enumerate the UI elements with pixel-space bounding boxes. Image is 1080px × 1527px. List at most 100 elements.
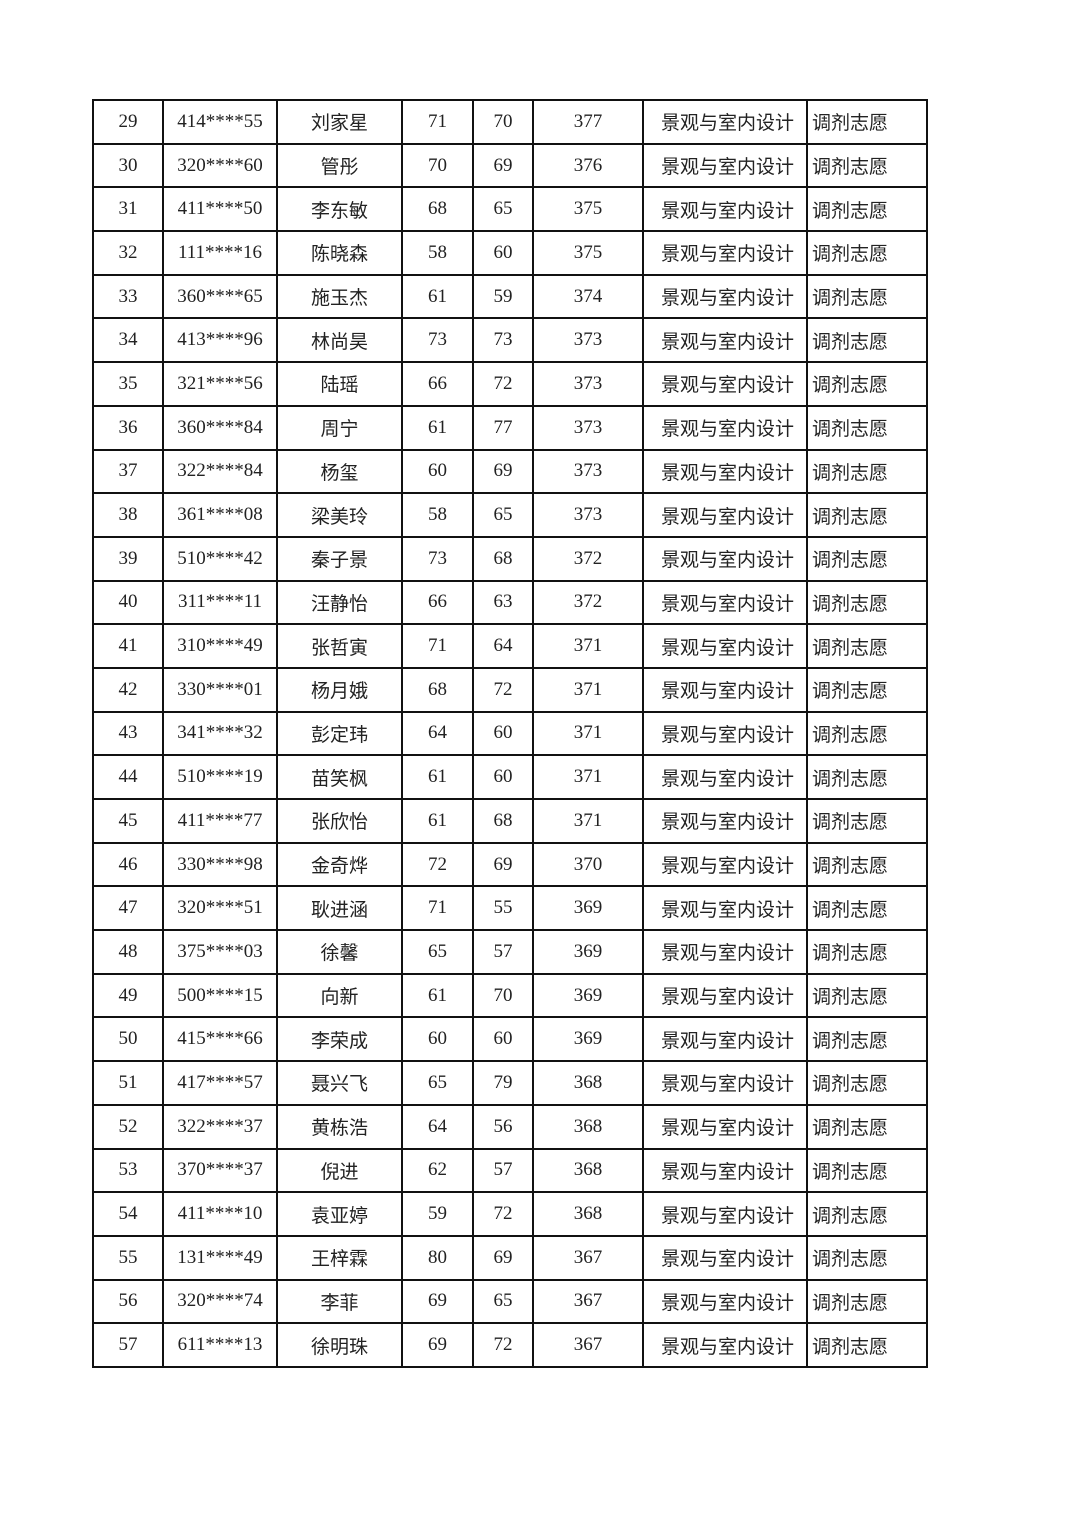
score-2-cell: 60: [472, 710, 534, 757]
volunteer-type-cell: 调剂志愿: [806, 186, 928, 233]
score-2-cell: 56: [472, 1103, 534, 1150]
row-number-cell: 29: [92, 99, 164, 145]
major-cell: 景观与室内设计: [642, 230, 808, 276]
table-row: 49 500****15 向新 61 70 369 景观与室内设计 调剂志愿: [92, 972, 928, 1019]
score-2-cell: 69: [472, 1234, 534, 1281]
major-cell: 景观与室内设计: [642, 1234, 808, 1281]
volunteer-type-cell: 调剂志愿: [806, 885, 928, 932]
candidate-id-cell: 341****32: [162, 710, 278, 757]
candidate-id-cell: 321****56: [162, 361, 278, 407]
row-number-cell: 37: [92, 448, 164, 495]
total-score-cell: 369: [532, 972, 644, 1019]
candidate-id-cell: 411****10: [162, 1191, 278, 1237]
score-1-cell: 64: [401, 710, 474, 757]
candidate-id-cell: 320****51: [162, 885, 278, 932]
table-row: 54 411****10 袁亚婷 59 72 368 景观与室内设计 调剂志愿: [92, 1191, 928, 1237]
total-score-cell: 367: [532, 1278, 644, 1325]
total-score-cell: 368: [532, 1147, 644, 1194]
score-2-cell: 69: [472, 448, 534, 495]
major-cell: 景观与室内设计: [642, 273, 808, 320]
major-cell: 景观与室内设计: [642, 666, 808, 713]
candidate-name-cell: 梁美玲: [276, 492, 403, 538]
volunteer-type-cell: 调剂志愿: [806, 579, 928, 626]
score-1-cell: 60: [401, 1016, 474, 1063]
volunteer-type-cell: 调剂志愿: [806, 99, 928, 145]
row-number-cell: 39: [92, 535, 164, 582]
candidate-id-cell: 417****57: [162, 1060, 278, 1106]
volunteer-type-cell: 调剂志愿: [806, 798, 928, 844]
table-row: 52 322****37 黄栋浩 64 56 368 景观与室内设计 调剂志愿: [92, 1103, 928, 1150]
score-2-cell: 65: [472, 492, 534, 538]
score-1-cell: 61: [401, 404, 474, 451]
major-cell: 景观与室内设计: [642, 448, 808, 495]
score-2-cell: 69: [472, 841, 534, 888]
score-1-cell: 58: [401, 230, 474, 276]
score-2-cell: 60: [472, 754, 534, 800]
volunteer-type-cell: 调剂志愿: [806, 317, 928, 364]
table-row: 38 361****08 梁美玲 58 65 373 景观与室内设计 调剂志愿: [92, 492, 928, 538]
score-1-cell: 71: [401, 623, 474, 669]
table-row: 56 320****74 李菲 69 65 367 景观与室内设计 调剂志愿: [92, 1278, 928, 1325]
score-1-cell: 61: [401, 754, 474, 800]
row-number-cell: 57: [92, 1322, 164, 1368]
volunteer-type-cell: 调剂志愿: [806, 230, 928, 276]
table-row: 34 413****96 林尚昊 73 73 373 景观与室内设计 调剂志愿: [92, 317, 928, 364]
candidate-name-cell: 倪进: [276, 1147, 403, 1194]
candidate-name-cell: 张欣怡: [276, 798, 403, 844]
score-1-cell: 61: [401, 972, 474, 1019]
total-score-cell: 371: [532, 623, 644, 669]
major-cell: 景观与室内设计: [642, 929, 808, 975]
row-number-cell: 36: [92, 404, 164, 451]
candidate-name-cell: 李菲: [276, 1278, 403, 1325]
volunteer-type-cell: 调剂志愿: [806, 666, 928, 713]
major-cell: 景观与室内设计: [642, 99, 808, 145]
candidate-name-cell: 杨玺: [276, 448, 403, 495]
candidate-name-cell: 王梓霖: [276, 1234, 403, 1281]
candidate-id-cell: 411****77: [162, 798, 278, 844]
major-cell: 景观与室内设计: [642, 754, 808, 800]
table-row: 31 411****50 李东敏 68 65 375 景观与室内设计 调剂志愿: [92, 186, 928, 233]
total-score-cell: 375: [532, 230, 644, 276]
row-number-cell: 45: [92, 798, 164, 844]
volunteer-type-cell: 调剂志愿: [806, 404, 928, 451]
table-row: 53 370****37 倪进 62 57 368 景观与室内设计 调剂志愿: [92, 1147, 928, 1194]
major-cell: 景观与室内设计: [642, 1016, 808, 1063]
volunteer-type-cell: 调剂志愿: [806, 841, 928, 888]
candidate-name-cell: 袁亚婷: [276, 1191, 403, 1237]
table-row: 32 111****16 陈晓森 58 60 375 景观与室内设计 调剂志愿: [92, 230, 928, 276]
score-1-cell: 62: [401, 1147, 474, 1194]
score-2-cell: 68: [472, 535, 534, 582]
score-2-cell: 65: [472, 1278, 534, 1325]
major-cell: 景观与室内设计: [642, 1103, 808, 1150]
candidate-name-cell: 周宁: [276, 404, 403, 451]
row-number-cell: 47: [92, 885, 164, 932]
candidate-id-cell: 131****49: [162, 1234, 278, 1281]
volunteer-type-cell: 调剂志愿: [806, 972, 928, 1019]
major-cell: 景观与室内设计: [642, 1278, 808, 1325]
row-number-cell: 56: [92, 1278, 164, 1325]
candidate-id-cell: 411****50: [162, 186, 278, 233]
volunteer-type-cell: 调剂志愿: [806, 710, 928, 757]
table-row: 37 322****84 杨玺 60 69 373 景观与室内设计 调剂志愿: [92, 448, 928, 495]
volunteer-type-cell: 调剂志愿: [806, 1234, 928, 1281]
candidate-name-cell: 汪静怡: [276, 579, 403, 626]
table-row: 40 311****11 汪静怡 66 63 372 景观与室内设计 调剂志愿: [92, 579, 928, 626]
row-number-cell: 34: [92, 317, 164, 364]
row-number-cell: 42: [92, 666, 164, 713]
total-score-cell: 377: [532, 99, 644, 145]
score-2-cell: 59: [472, 273, 534, 320]
total-score-cell: 371: [532, 798, 644, 844]
total-score-cell: 369: [532, 885, 644, 932]
candidate-id-cell: 510****42: [162, 535, 278, 582]
row-number-cell: 55: [92, 1234, 164, 1281]
table-row: 33 360****65 施玉杰 61 59 374 景观与室内设计 调剂志愿: [92, 273, 928, 320]
candidate-id-cell: 311****11: [162, 579, 278, 626]
row-number-cell: 54: [92, 1191, 164, 1237]
table-row: 42 330****01 杨月娥 68 72 371 景观与室内设计 调剂志愿: [92, 666, 928, 713]
candidate-id-cell: 611****13: [162, 1322, 278, 1368]
table-row: 46 330****98 金奇烨 72 69 370 景观与室内设计 调剂志愿: [92, 841, 928, 888]
candidate-id-cell: 320****74: [162, 1278, 278, 1325]
row-number-cell: 43: [92, 710, 164, 757]
score-1-cell: 61: [401, 798, 474, 844]
total-score-cell: 368: [532, 1060, 644, 1106]
